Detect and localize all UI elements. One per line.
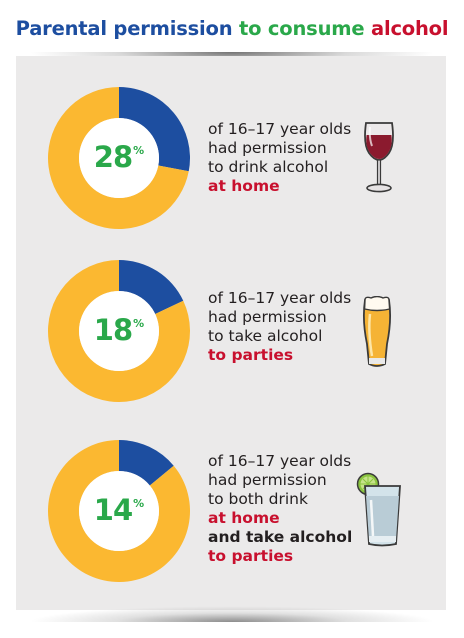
donut-slice-remainder (48, 87, 189, 229)
donut-hole (79, 291, 159, 371)
donut-hole (79, 118, 159, 198)
stat-2-line-2: had permission (208, 308, 327, 326)
stat-3-highlight: at home (208, 509, 280, 527)
bottom-shadow-divider (28, 606, 436, 622)
stat-description-1: of 16–17 year olds had permission to dri… (208, 120, 358, 196)
percent-value-3: 14 (93, 493, 133, 527)
donut-slice-remainder (48, 260, 190, 402)
stat-3-connector-text: and take alcohol (208, 528, 353, 546)
stat-2-line-3: to take alcohol (208, 327, 323, 345)
donut-slice-remainder (48, 440, 190, 582)
title-part-2: to consume (239, 17, 365, 40)
percent-value-2: 18 (93, 313, 133, 347)
percent-unit-3: % (133, 497, 145, 510)
stat-3-highlight-2: to parties (208, 547, 294, 565)
percent-label-3: 14% (69, 493, 169, 527)
title-part-1: Parental permission (15, 17, 233, 40)
percent-unit-2: % (133, 317, 145, 330)
stat-1-line-2: had permission (208, 139, 327, 157)
stat-1-line-3: to drink alcohol (208, 158, 329, 176)
stat-3-line-1: of 16–17 year olds (208, 452, 352, 470)
title-part-3: alcohol (371, 17, 449, 40)
cocktail-glass-icon (356, 472, 401, 547)
donut-chart-2 (48, 260, 190, 402)
stat-description-3: of 16–17 year olds had permission to bot… (208, 452, 358, 566)
stat-1-line-1: of 16–17 year olds (208, 120, 352, 138)
stat-2-highlight: to parties (208, 346, 294, 364)
stat-3-connector: and take alcohol (208, 528, 358, 547)
donut-slice-permission (119, 440, 174, 486)
percent-value-1: 28 (93, 140, 133, 174)
stat-1-highlight: at home (208, 177, 280, 195)
donut-chart-1 (48, 87, 190, 229)
wine-glass-icon (364, 122, 394, 193)
stat-3-line-2: had permission (208, 471, 327, 489)
percent-unit-1: % (133, 144, 145, 157)
page-title: Parental permission to consume alcohol (0, 17, 464, 40)
percent-label-2: 18% (69, 313, 169, 347)
donut-chart-3 (48, 440, 190, 582)
beer-glass-icon (362, 296, 392, 367)
stat-description-2: of 16–17 year olds had permission to tak… (208, 289, 358, 365)
donut-slice-permission (119, 87, 190, 172)
donut-slice-permission (119, 260, 184, 314)
percent-label-1: 28% (69, 140, 169, 174)
stat-3-line-3: to both drink (208, 490, 308, 508)
donut-hole (79, 471, 159, 551)
stat-2-line-1: of 16–17 year olds (208, 289, 352, 307)
